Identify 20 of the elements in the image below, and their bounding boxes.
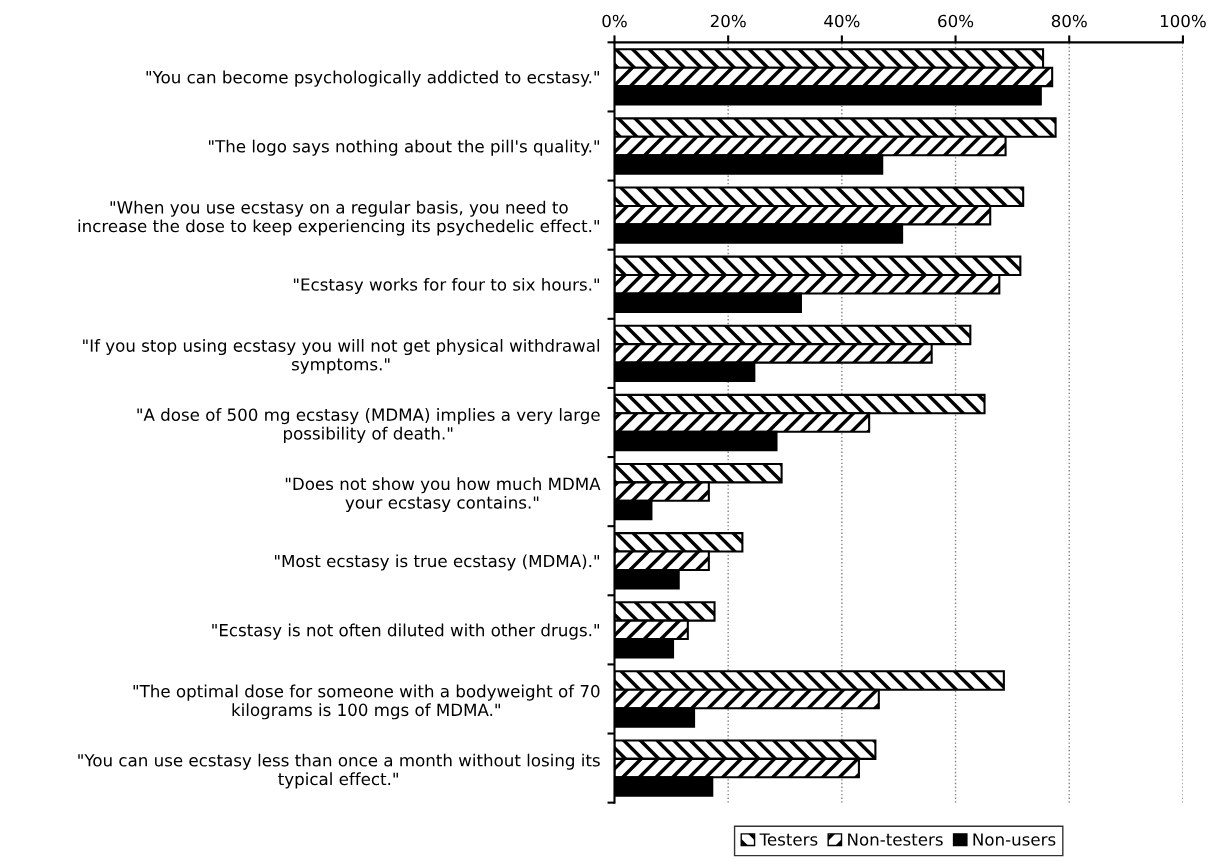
x-tick-label: 20% <box>710 14 746 28</box>
y-tick-label: "Ecstasy is not often diluted with other drugs." <box>212 623 599 640</box>
y-tick-label: "When you use ecstasy on a regular basis, you need to increase the dose to keep experiencing its psychedelic effect." <box>78 200 599 236</box>
x-tick-label: 0% <box>602 14 627 28</box>
y-tick-label: "If you stop using ecstasy you will not get physical withdrawal symptoms." <box>83 338 600 374</box>
y-tick-label: "Does not show you how much MDMA your ecstasy contains." <box>285 477 601 513</box>
y-tick-label: "The optimal dose for someone with a bodyweight of 70 kilograms is 100 mgs of MDMA." <box>133 684 600 720</box>
y-tick-label: "Most ecstasy is true ecstasy (MDMA)." <box>274 554 599 571</box>
legend-label: Non-users <box>973 833 1056 846</box>
x-tick-label: 60% <box>938 14 974 28</box>
x-tick-label: 80% <box>1051 14 1087 28</box>
x-tick-label: 40% <box>824 14 860 28</box>
y-tick-label: "A dose of 500 mg ecstasy (MDMA) implies a very large possibility of death." <box>137 408 600 443</box>
legend-label: Testers <box>759 833 818 846</box>
y-tick-label: "You can become psychologically addicted to ecstasy." <box>146 70 599 87</box>
x-tick-label: 100% <box>1160 14 1206 28</box>
legend-label: Non-testers <box>848 833 943 846</box>
y-tick-label: "The logo says nothing about the pill's quality." <box>209 139 599 156</box>
y-tick-label: "You can use ecstasy less than once a month without losing its typical effect." <box>78 753 600 789</box>
y-tick-label: "Ecstasy works for four to six hours." <box>293 277 599 295</box>
